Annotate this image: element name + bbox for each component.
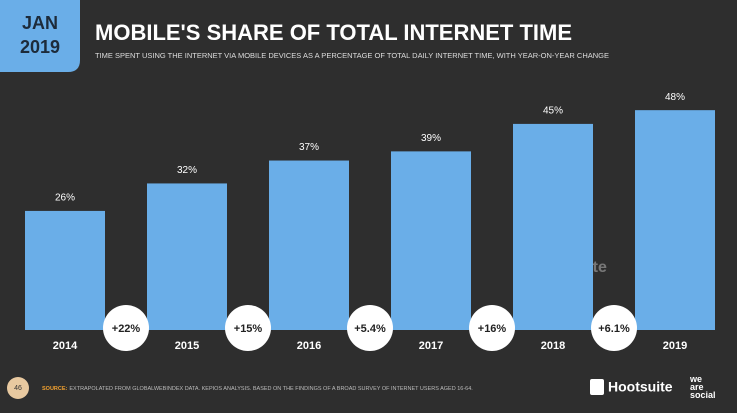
bar [391,151,471,330]
change-badge [469,305,515,351]
source: SOURCE: EXTRAPOLATED FROM GLOBALWEBINDEX … [42,386,473,392]
change-label: +5.4% [354,323,386,335]
page-number: 46 [14,385,22,392]
page-number-badge [7,377,29,399]
logo-wrap: we are social [690,375,716,400]
logo-hootsuite: Hootsuite [608,379,673,395]
x-tick-label: 2016 [297,340,321,352]
x-tick-label: 2017 [419,340,443,352]
date-badge [0,0,80,72]
change-label: +22% [112,323,141,335]
badge-year: 2019 [20,37,60,57]
logo-wearesocial: we are social [690,375,716,400]
bar [635,110,715,330]
change-label: +15% [234,323,263,335]
badge-month: JAN [22,13,58,33]
value-label: 32% [177,165,197,176]
change-label: +16% [478,323,507,335]
bar [513,123,593,331]
bar [269,160,349,330]
x-tick-label: 2018 [541,340,565,352]
bar [147,183,227,330]
logo-icon [590,379,604,395]
value-label: 37% [299,142,319,153]
value-label: 39% [421,133,441,144]
change-badge [103,305,149,351]
x-tick-label: 2014 [53,340,78,352]
change-badge [591,305,637,351]
change-badge [225,305,271,351]
change-label: +6.1% [598,323,630,335]
change-badge [347,305,393,351]
value-label: 48% [665,92,685,103]
value-label: 26% [55,193,75,204]
value-label: 45% [543,106,563,117]
x-tick-label: 2019 [663,340,687,352]
x-tick-label: 2015 [175,340,199,352]
source-text: EXTRAPOLATED FROM GLOBALWEBINDEX DATA. K… [69,386,473,392]
chart-title: MOBILE'S SHARE OF TOTAL INTERNET TIME [95,20,572,45]
bar [25,210,105,330]
chart-subtitle: TIME SPENT USING THE INTERNET VIA MOBILE… [95,51,609,60]
source-label: SOURCE: [42,386,68,392]
